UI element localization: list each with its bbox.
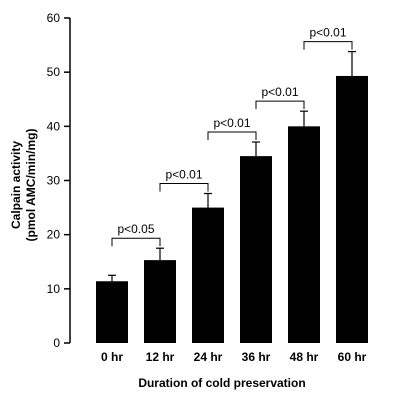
category-label: 60 hr — [338, 350, 367, 364]
category-label: 0 hr — [101, 350, 123, 364]
category-label: 24 hr — [194, 350, 223, 364]
bar — [336, 75, 368, 343]
y-tick-label: 0 — [53, 336, 60, 350]
p-value-label: p<0.01 — [309, 26, 346, 40]
y-tick-label: 20 — [47, 228, 61, 242]
y-tick-label: 50 — [47, 65, 61, 79]
y-tick-label: 40 — [47, 119, 61, 133]
category-label: 36 hr — [242, 350, 271, 364]
significance-brackets: p<0.05 p<0.01 p<0.01 p<0.01 p<0.01 — [111, 26, 353, 247]
p-value-label: p<0.01 — [165, 168, 202, 182]
p-value-label: p<0.01 — [213, 116, 250, 130]
bar — [192, 207, 224, 343]
bar — [240, 156, 272, 343]
error-bars — [108, 50, 356, 282]
bar — [96, 281, 128, 343]
significance-bracket — [159, 183, 209, 192]
y-axis-title-line-2: (pmol AMC/min/mg) — [24, 129, 38, 242]
y-axis-ticks: 0 10 20 30 40 50 60 — [47, 11, 70, 350]
significance-bracket — [303, 41, 353, 50]
y-tick-label: 30 — [47, 174, 61, 188]
bar — [144, 260, 176, 343]
significance-bracket — [255, 100, 305, 110]
y-axis-title-line-1: Calpain activity — [9, 141, 23, 229]
category-label: 48 hr — [290, 350, 319, 364]
p-value-label: p<0.05 — [117, 222, 154, 236]
category-labels: 0 hr 12 hr 24 hr 36 hr 48 hr 60 hr — [101, 350, 367, 364]
y-tick-label: 60 — [47, 11, 61, 25]
bar — [288, 126, 320, 343]
p-value-label: p<0.01 — [261, 85, 298, 99]
y-tick-label: 10 — [47, 282, 61, 296]
bars — [96, 75, 368, 343]
category-label: 12 hr — [146, 350, 175, 364]
x-axis-title: Duration of cold preservation — [138, 376, 305, 390]
significance-bracket — [207, 131, 257, 141]
significance-bracket — [111, 237, 161, 247]
y-axis-title: Calpain activity (pmol AMC/min/mg) — [9, 129, 38, 242]
